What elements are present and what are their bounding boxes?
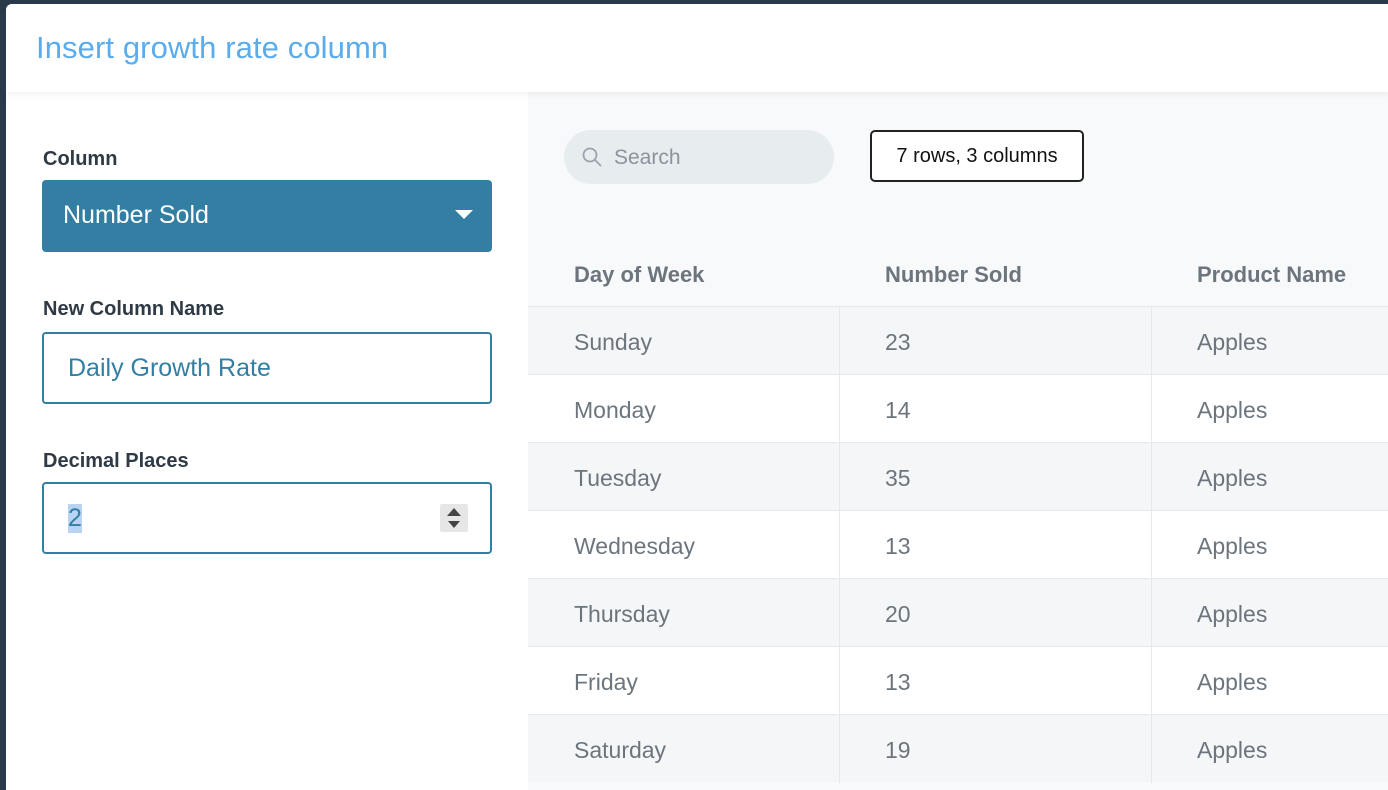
search-icon	[582, 147, 602, 167]
spin-down-icon[interactable]	[448, 521, 460, 528]
table-cell: Saturday	[574, 737, 667, 763]
table-cell: Apples	[1197, 465, 1268, 491]
table-cell: Apples	[1197, 533, 1268, 559]
column-select-value: Number Sold	[63, 201, 209, 229]
table-cell: Apples	[1197, 737, 1268, 763]
header-day-of-week[interactable]: Day of Week	[574, 262, 705, 287]
decimal-places-label: Decimal Places	[43, 450, 189, 472]
modal-header: Insert growth rate column	[6, 4, 1388, 92]
column-divider	[839, 579, 840, 647]
column-divider	[1151, 647, 1152, 715]
table-cell: Apples	[1197, 397, 1268, 423]
insert-growth-rate-modal: Insert growth rate column Column Number …	[6, 4, 1388, 790]
caret-down-icon	[455, 210, 473, 219]
table-cell: Wednesday	[574, 533, 696, 559]
column-select[interactable]: Number Sold	[42, 180, 492, 252]
table-cell: Sunday	[574, 329, 653, 355]
column-divider	[1151, 715, 1152, 783]
table-cell: Apples	[1197, 601, 1268, 627]
table-cell: 23	[885, 329, 911, 355]
column-divider	[1151, 443, 1152, 511]
table-row[interactable]: Thursday 20 Apples	[528, 578, 1388, 647]
column-divider	[1151, 511, 1152, 579]
table-cell: Friday	[574, 669, 638, 695]
table-cell: Thursday	[574, 601, 670, 627]
new-column-name-value: Daily Growth Rate	[68, 354, 271, 382]
table-row[interactable]: Monday 14 Apples	[528, 374, 1388, 443]
table-row[interactable]: Wednesday 13 Apples	[528, 510, 1388, 579]
column-divider	[839, 511, 840, 579]
preview-panel: Search 7 rows, 3 columns Day of Week Num…	[528, 92, 1388, 790]
modal-title: Insert growth rate column	[36, 30, 389, 65]
table-row[interactable]: Friday 13 Apples	[528, 646, 1388, 715]
table-row[interactable]: Sunday 23 Apples	[528, 306, 1388, 375]
table-cell: 20	[885, 601, 911, 627]
table-cell: 13	[885, 669, 911, 695]
row-count-badge: 7 rows, 3 columns	[870, 130, 1084, 182]
table-cell: 13	[885, 533, 911, 559]
table-cell: 19	[885, 737, 911, 763]
options-sidebar: Column Number Sold New Column Name Daily…	[6, 92, 528, 790]
column-label: Column	[43, 148, 118, 170]
table-cell: 14	[885, 397, 911, 423]
table-row[interactable]: Tuesday 35 Apples	[528, 442, 1388, 511]
column-divider	[839, 647, 840, 715]
column-divider	[839, 715, 840, 783]
search-input[interactable]: Search	[564, 130, 834, 184]
table-cell: Apples	[1197, 329, 1268, 355]
column-divider	[839, 375, 840, 443]
table-cell: Tuesday	[574, 465, 662, 491]
column-divider	[1151, 307, 1152, 375]
new-column-name-label: New Column Name	[43, 298, 225, 320]
number-spinner[interactable]	[440, 504, 468, 532]
table-header: Day of Week Number Sold Product Name	[528, 238, 1388, 306]
decimal-places-input[interactable]: 2	[42, 482, 492, 554]
table-cell: 35	[885, 465, 911, 491]
table-cell: Apples	[1197, 669, 1268, 695]
column-divider	[1151, 375, 1152, 443]
column-divider	[839, 307, 840, 375]
search-placeholder: Search	[614, 146, 681, 169]
column-divider	[1151, 579, 1152, 647]
header-number-sold[interactable]: Number Sold	[885, 262, 1022, 287]
decimal-places-value: 2	[68, 504, 82, 533]
table-row[interactable]: Saturday 19 Apples	[528, 714, 1388, 783]
table-cell: Monday	[574, 397, 656, 423]
header-product-name[interactable]: Product Name	[1197, 262, 1347, 287]
new-column-name-input[interactable]: Daily Growth Rate	[42, 332, 492, 404]
spin-up-icon[interactable]	[447, 508, 461, 516]
column-divider	[839, 443, 840, 511]
